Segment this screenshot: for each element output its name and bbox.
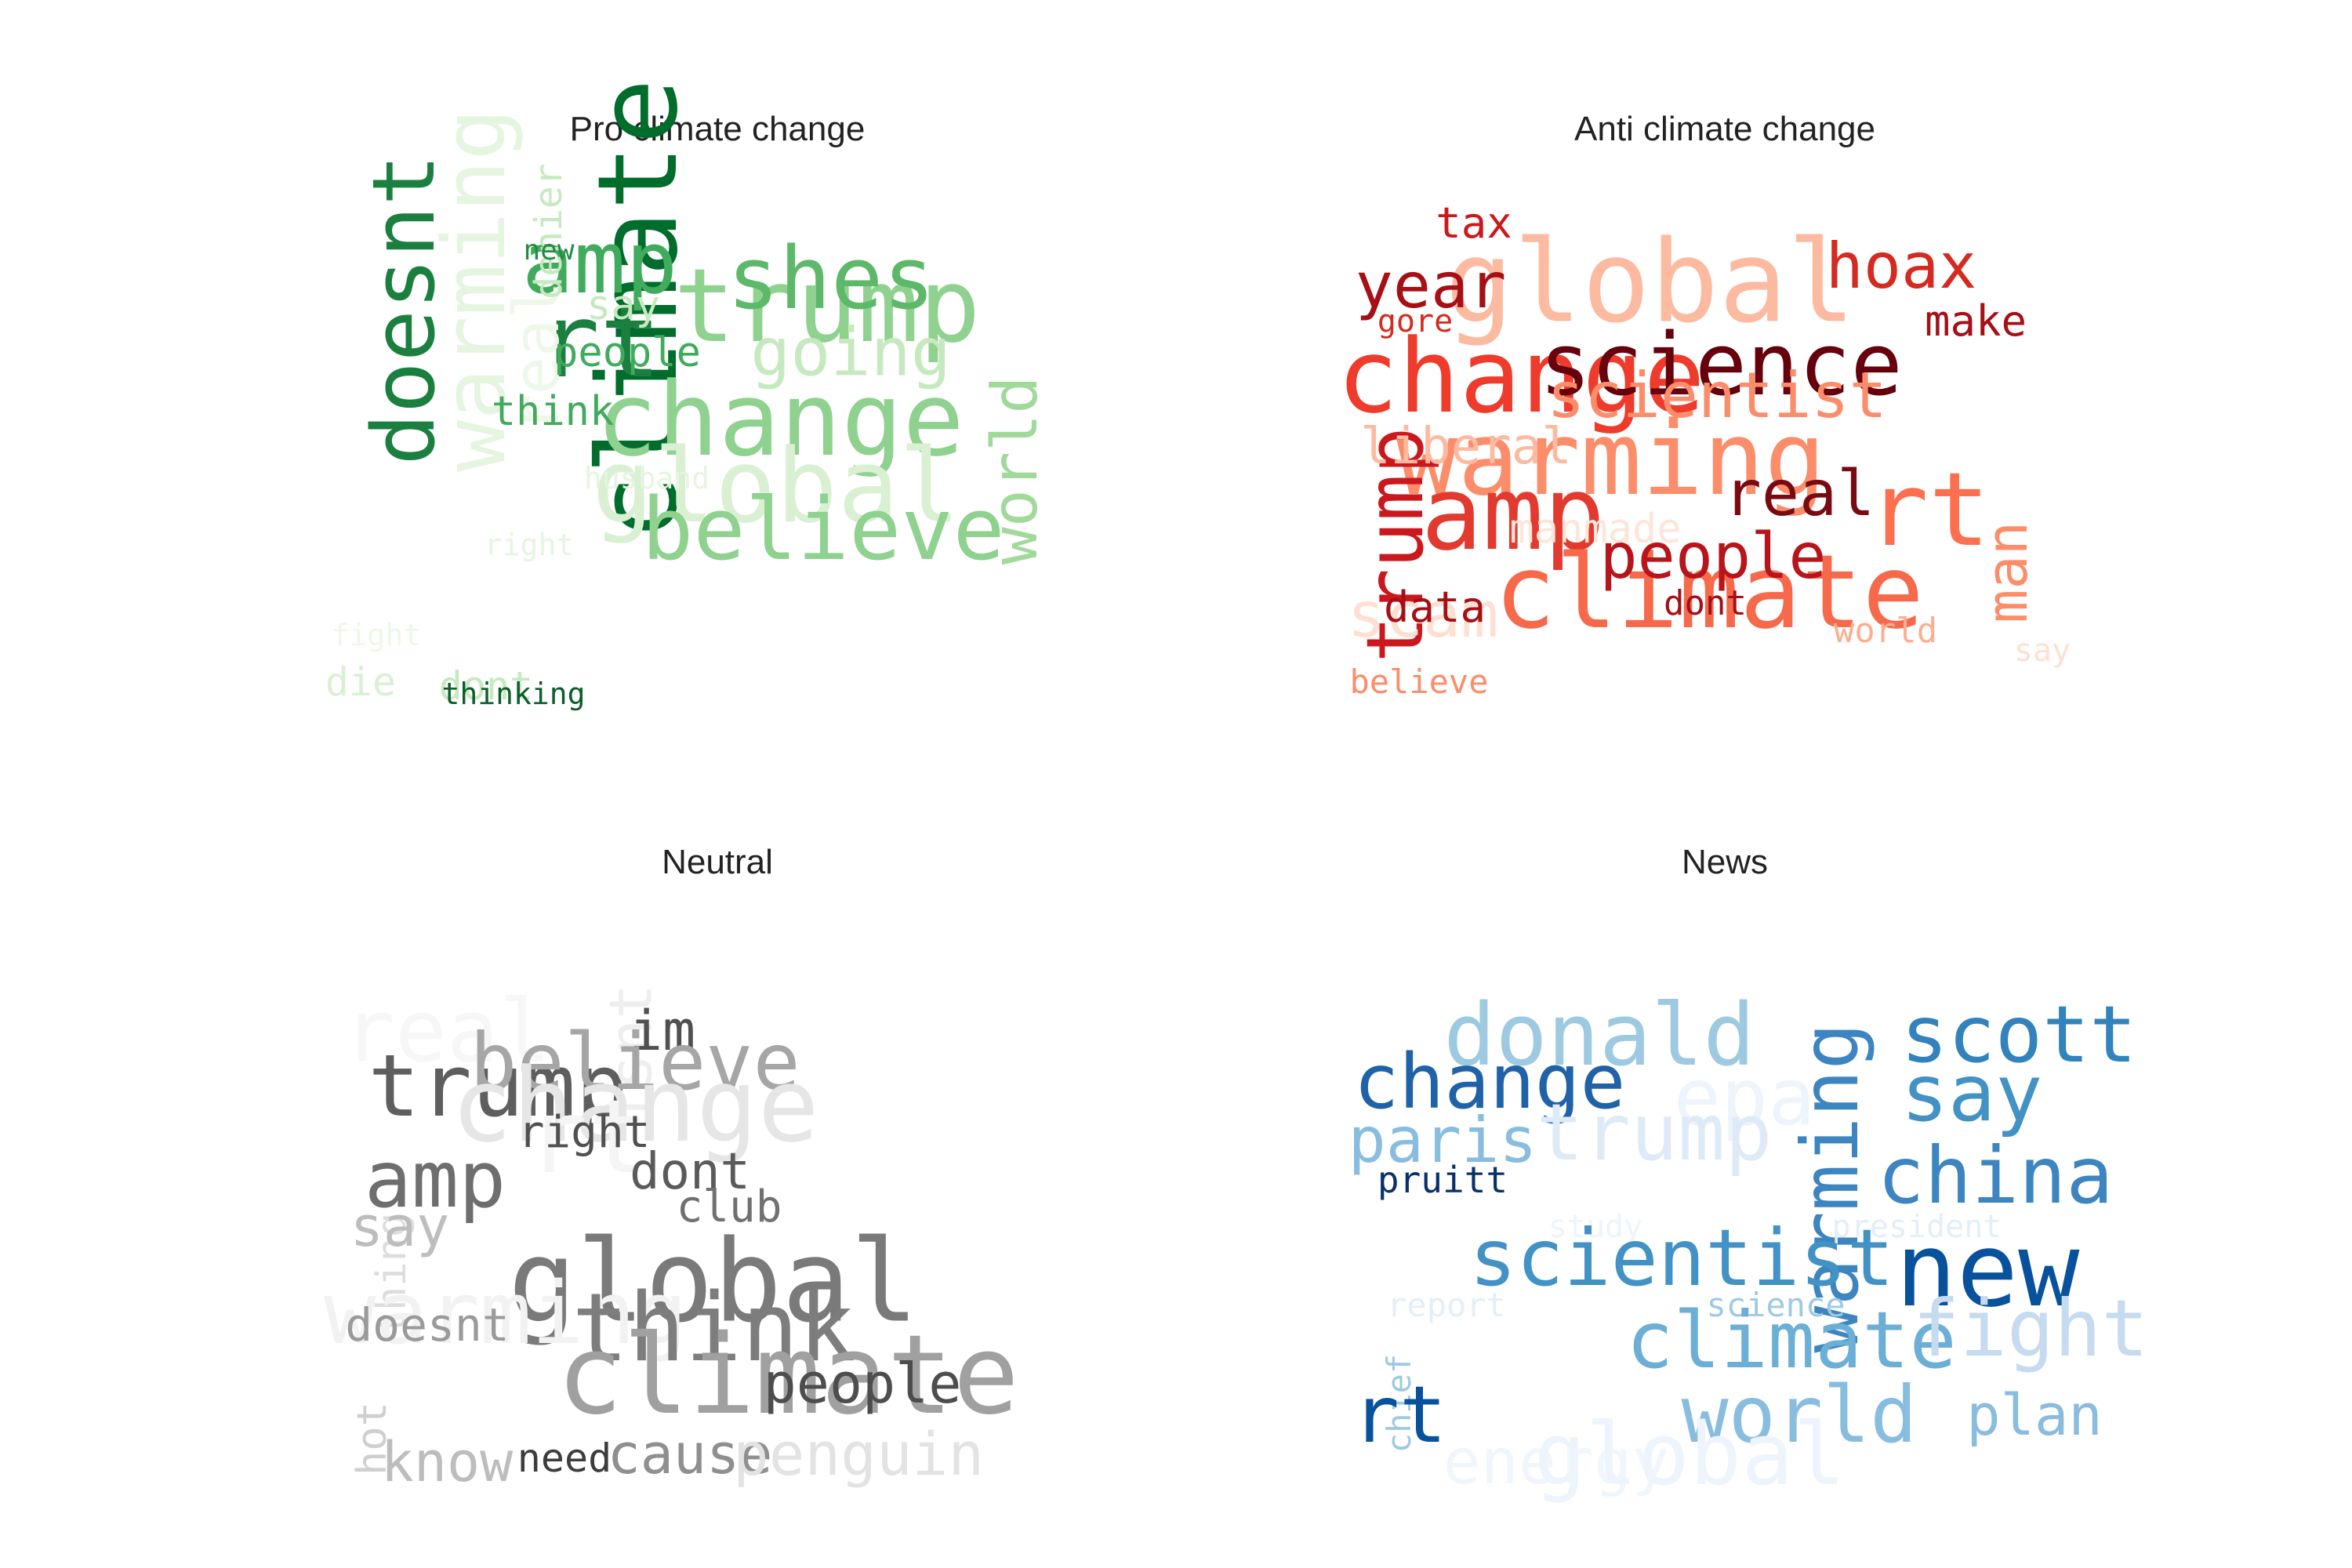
cloud-word-believe: believe xyxy=(470,1016,800,1108)
cloud-word-new: new xyxy=(1895,1210,2080,1330)
cloud-word-world: world xyxy=(1681,1369,1918,1461)
cloud-word-year: year xyxy=(1355,249,1507,322)
cloud-word-warming: warming xyxy=(1396,399,1826,518)
cloud-word-rt: rt xyxy=(526,1077,650,1196)
cloud-word-know: know xyxy=(380,1430,514,1494)
cloud-word-scott: scott xyxy=(1900,989,2137,1080)
cloud-word-scientist: scientist xyxy=(1469,1212,1894,1304)
cloud-word-think: think xyxy=(491,388,615,435)
panel-title: Pro climate change xyxy=(569,110,866,148)
cloud-word-donald: donald xyxy=(1443,985,1755,1085)
cloud-word-amp: amp xyxy=(521,212,678,313)
cloud-word-say: say xyxy=(2013,633,2071,669)
cloud-word-penguin: penguin xyxy=(732,1419,985,1489)
cloud-word-global: global xyxy=(508,1215,919,1348)
cloud-word-global: global xyxy=(1534,1404,1846,1504)
cloud-word-dont: dont xyxy=(1664,583,1747,623)
cloud-word-pruitt: pruitt xyxy=(1377,1159,1508,1201)
cloud-word-plan: plan xyxy=(1966,1382,2103,1448)
panel-news: News donald scott change epa say paris trump wa… xyxy=(1337,843,2149,1497)
cloud-word-man: man xyxy=(1974,521,2040,624)
word-cloud: real trump amp isnt im believe change rt thing sa… xyxy=(324,913,1105,1490)
cloud-word-thinking: thinking xyxy=(441,677,586,711)
cloud-word-climate: climate xyxy=(1494,532,1924,652)
cloud-word-trump: trump xyxy=(1536,1087,1773,1178)
cloud-word-manmade: manmade xyxy=(1509,506,1682,553)
panel-neutral: Neutral real trump amp isnt im believe change r… xyxy=(324,843,1105,1490)
cloud-word-paris: paris xyxy=(1348,1104,1537,1177)
cloud-word-world: world xyxy=(1833,611,1938,651)
cloud-word-rt: rt xyxy=(1352,1369,1447,1461)
cloud-word-president: president xyxy=(1831,1209,2002,1245)
cloud-word-fight: fight xyxy=(331,618,422,652)
cloud-word-tax: tax xyxy=(1436,198,1512,248)
cloud-word-report: report xyxy=(1387,1286,1506,1324)
cloud-word-say: say xyxy=(586,282,660,329)
cloud-word-change: change xyxy=(451,1046,819,1165)
cloud-word-trump: trump xyxy=(673,246,981,365)
cloud-word-rt: rt xyxy=(1867,450,1991,569)
cloud-word-new: new xyxy=(523,234,575,267)
cloud-word-scam: scam xyxy=(1347,579,1499,652)
cloud-word-data: data xyxy=(1383,583,1486,632)
cloud-word-cause: cause xyxy=(607,1422,773,1486)
cloud-word-warming: warming xyxy=(324,1263,688,1363)
cloud-word-trump: trump xyxy=(368,1036,628,1136)
cloud-word-believe: believe xyxy=(641,479,1005,579)
cloud-word-change: change xyxy=(1353,1038,1626,1126)
cloud-word-energy: energy xyxy=(1443,1425,1670,1498)
cloud-word-doesnt: doesnt xyxy=(345,1298,510,1352)
cloud-word-fight: fight xyxy=(1912,1283,2149,1374)
cloud-word-china: china xyxy=(1877,1130,2114,1221)
cloud-word-scientist: scientist xyxy=(1547,359,1887,432)
cloud-word-believe: believe xyxy=(1349,662,1489,701)
cloud-word-amp: amp xyxy=(1421,454,1606,573)
cloud-word-science: science xyxy=(1706,1286,1846,1324)
cloud-word-world: world xyxy=(978,376,1051,565)
cloud-word-real: real xyxy=(1723,457,1875,530)
cloud-word-study: study xyxy=(1548,1209,1643,1245)
cloud-word-dont: dont xyxy=(629,1143,751,1201)
word-cloud: donald scott change epa say paris trump warming… xyxy=(1337,913,2149,1497)
panel-title: News xyxy=(1681,843,1769,881)
cloud-word-right: right xyxy=(517,1107,651,1158)
cloud-word-amp: amp xyxy=(364,1134,506,1225)
cloud-word-shes: shes xyxy=(727,228,935,328)
cloud-word-husband: husband xyxy=(583,461,710,495)
panel-pro-climate-change: Pro climate change climate doesnt warming t… xyxy=(325,78,1105,709)
cloud-word-think: think xyxy=(572,1274,855,1383)
cloud-word-rt: rt xyxy=(538,281,662,401)
cloud-word-im: im xyxy=(629,999,696,1063)
word-cloud: climate doesnt warming trump change rt global b… xyxy=(325,78,1105,709)
cloud-word-global: global xyxy=(1445,216,1856,349)
cloud-word-climate: climate xyxy=(1626,1294,1957,1386)
cloud-word-club: club xyxy=(676,1181,782,1232)
cloud-word-going: going xyxy=(750,314,951,392)
cloud-word-hoax: hoax xyxy=(1825,230,1977,303)
cloud-word-die: die xyxy=(325,659,397,705)
cloud-word-dont: dont xyxy=(438,663,534,709)
cloud-word-climate: climate xyxy=(556,1312,1020,1439)
cloud-word-liberal: liberal xyxy=(1360,418,1572,476)
cloud-word-people: people xyxy=(554,329,701,376)
cloud-word-denier: denier xyxy=(527,163,571,299)
cloud-word-epa: epa xyxy=(1673,1051,1816,1143)
cloud-word-people: people xyxy=(763,1352,962,1416)
cloud-word-gore: gore xyxy=(1377,303,1454,339)
word-cloud: global change science warming amp climate rt tr… xyxy=(1337,180,2113,699)
panel-title: Neutral xyxy=(662,843,773,881)
cloud-word-change: change xyxy=(596,360,964,479)
cloud-word-people: people xyxy=(1599,520,1827,593)
cloud-word-change: change xyxy=(1337,317,1705,436)
cloud-word-global: global xyxy=(592,426,960,546)
cloud-word-right: right xyxy=(484,528,575,562)
cloud-word-real: real xyxy=(343,981,551,1081)
cloud-word-science: science xyxy=(1539,314,1903,415)
panel-title: Anti climate change xyxy=(1574,110,1875,148)
cloud-word-need: need xyxy=(517,1436,612,1481)
cloud-word-say: say xyxy=(1900,1047,2043,1139)
panel-anti-climate-change: Anti climate change global change science w… xyxy=(1337,110,2113,699)
cloud-word-say: say xyxy=(350,1195,450,1259)
cloud-word-make: make xyxy=(1924,296,2027,346)
